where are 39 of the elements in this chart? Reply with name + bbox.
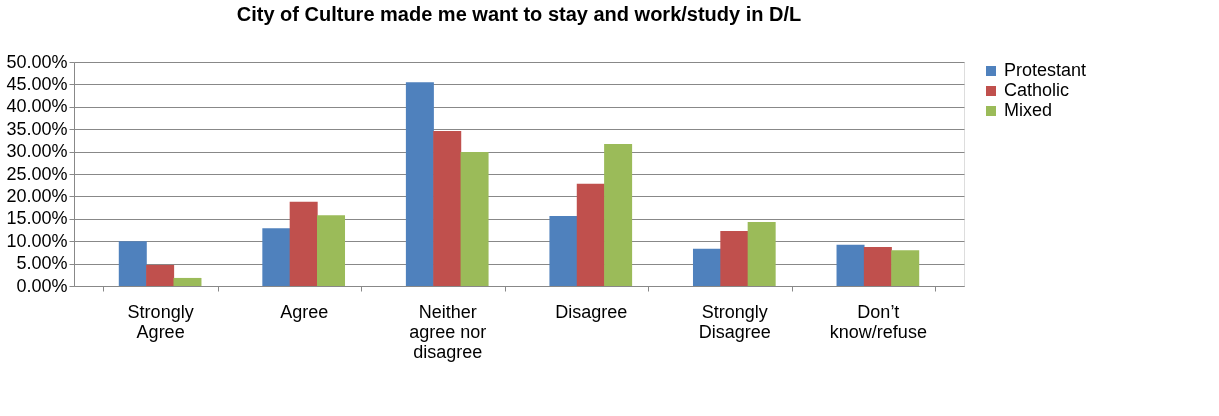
y-tick-label: 35.00% [6,118,68,139]
bar [317,215,346,286]
bar [146,264,175,286]
y-tick-label: 5.00% [16,253,68,274]
y-tick-label: 20.00% [6,185,68,206]
bar [604,143,633,286]
bar [863,247,892,286]
legend-label: Mixed [1004,100,1053,120]
bar [836,244,865,286]
y-tick-label: 15.00% [6,208,68,229]
bar [692,248,721,286]
bar [460,152,489,286]
bar [891,250,920,286]
legend-label: Protestant [1004,60,1087,80]
bar [405,82,434,286]
y-tick-label: 10.00% [6,230,68,251]
y-tick-label: 30.00% [6,141,68,162]
bar [720,230,749,286]
bar [289,201,318,286]
bar [549,216,578,286]
y-tick-label: 45.00% [6,73,68,94]
legend-label: Catholic [1004,80,1070,100]
x-tick-label: Strongly Agree [127,301,194,342]
x-tick-label: Agree [280,301,329,322]
y-tick-label: 0.00% [16,275,68,296]
y-tick-label: 50.00% [6,51,68,72]
bar [747,221,776,286]
bar [173,277,202,286]
chart-title: City of Culture made me want to stay and work/study in D/L [236,3,802,25]
y-tick-label: 40.00% [6,96,68,117]
bar [118,241,147,286]
bar [576,183,605,286]
bar [262,228,291,286]
x-tick-label: Strongly Disagree [698,301,771,342]
x-tick-label: Don’t know/refuse [829,301,927,342]
x-tick-label: Disagree [555,301,628,322]
y-tick-label: 25.00% [6,163,68,184]
bar [433,130,462,286]
x-tick-label: Neither agree nor disagree [409,301,487,362]
